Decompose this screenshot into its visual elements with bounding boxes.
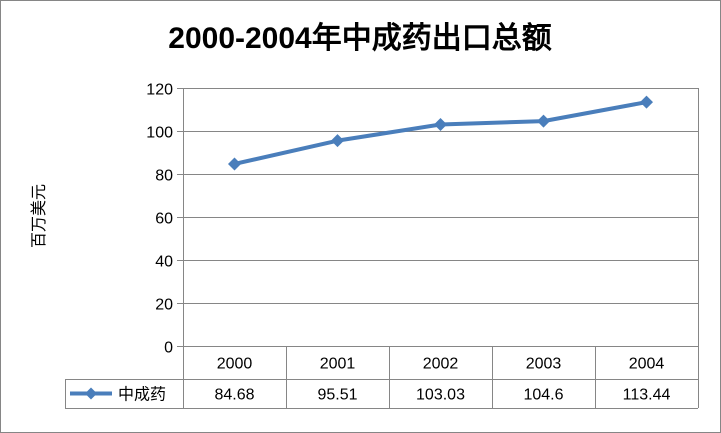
y-tick-label: 60	[155, 211, 173, 228]
legend-marker	[85, 387, 97, 400]
data-table-value: 103.03	[416, 387, 465, 404]
legend-series-name: 中成药	[118, 386, 166, 404]
x-category-label: 2004	[629, 356, 665, 373]
data-table-value: 84.68	[214, 387, 254, 404]
chart-title: 2000-2004年中成药出口总额	[168, 22, 551, 55]
x-category-label: 2002	[423, 356, 459, 373]
data-point-marker	[537, 114, 550, 128]
x-category-label: 2001	[320, 356, 356, 373]
y-tick-label: 80	[155, 168, 173, 185]
data-point-marker	[434, 117, 447, 131]
x-category-label: 2000	[217, 356, 253, 373]
data-point-marker	[640, 95, 653, 109]
y-tick-label: 120	[146, 82, 173, 99]
data-table: 2000 2001 2002 2003 2004 84.68 95.51 103.03 104.…	[65, 346, 699, 409]
data-table-value: 104.6	[523, 387, 563, 404]
y-axis-label: 百万美元	[30, 184, 48, 248]
x-category-label: 2003	[526, 356, 562, 373]
data-point-marker	[331, 134, 344, 148]
y-tick-label: 40	[155, 254, 173, 271]
y-tick-label: 100	[146, 125, 173, 142]
data-table-value: 95.51	[317, 387, 357, 404]
y-tick-label: 20	[155, 297, 173, 314]
data-table-value: 113.44	[623, 387, 671, 404]
gridlines	[183, 88, 698, 347]
series-group	[228, 95, 653, 171]
y-axis-ticks: 0 20 40 60 80 100 120	[146, 82, 699, 357]
y-tick-label: 0	[164, 340, 173, 357]
legend-key: 中成药	[70, 386, 166, 404]
data-point-marker	[228, 157, 241, 171]
